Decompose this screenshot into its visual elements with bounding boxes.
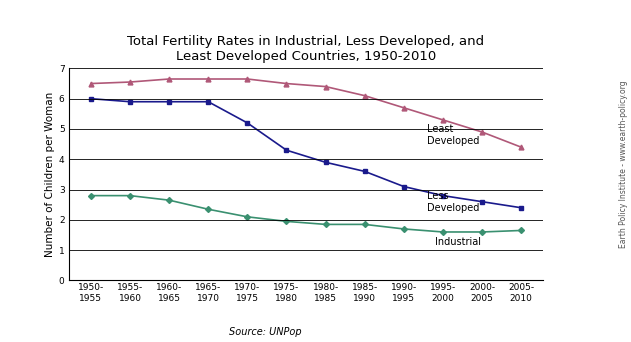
Text: Least
Developed: Least Developed [427,124,480,146]
Text: Earth Policy Institute - www.earth-policy.org: Earth Policy Institute - www.earth-polic… [619,80,628,248]
Title: Total Fertility Rates in Industrial, Less Developed, and
Least Developed Countri: Total Fertility Rates in Industrial, Les… [127,35,485,63]
Text: Source: UNPop: Source: UNPop [228,327,302,337]
Text: Less
Developed: Less Developed [427,191,480,213]
Text: Industrial: Industrial [435,237,481,247]
Y-axis label: Number of Children per Woman: Number of Children per Woman [45,92,55,257]
